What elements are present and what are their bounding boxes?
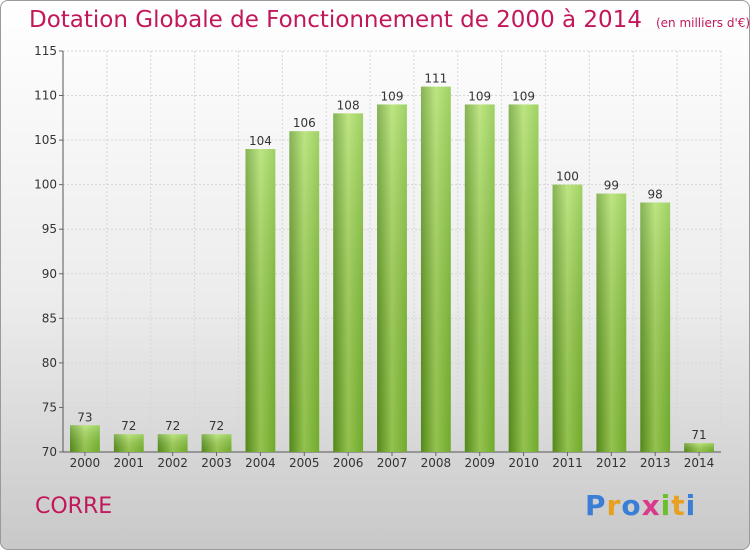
logo-letter: i [685,489,697,522]
y-tick-label: 110 [34,89,57,103]
x-tick-label: 2011 [552,456,583,470]
logo-letter: o [621,489,642,522]
bar-shade [157,434,188,452]
bar-shade [201,434,232,452]
bar-value-label: 98 [648,187,663,201]
bar-value-label: 109 [512,89,535,103]
y-tick-label: 105 [34,133,57,147]
x-tick-label: 2010 [508,456,539,470]
x-tick-label: 2009 [464,456,495,470]
bar-shade [113,434,144,452]
x-tick-label: 2004 [245,456,276,470]
title-text: Dotation Globale de Fonctionnement de 20… [29,7,642,33]
bar-value-label: 71 [691,428,706,442]
logo-letter: P [585,489,607,522]
bars: 73 72 72 72 104 106 108 109 111 109 109 100 99 98 71 [70,72,714,453]
bar-shade [245,149,276,452]
bar-shade [377,104,407,452]
place-name: CORRE [35,494,113,519]
logo-letter: i [660,489,672,522]
bar-shade [640,202,671,452]
bar-value-label: 109 [381,89,404,103]
bar-shade [70,425,100,452]
bar-value-label: 72 [165,419,180,433]
bar-shade [289,131,320,452]
bar-shade [684,443,714,452]
logo-letter: r [606,489,622,522]
x-tick-label: 2008 [421,456,452,470]
x-tick-label: 2006 [333,456,364,470]
bar-value-label: 106 [293,116,316,130]
bar-value-label: 108 [337,98,360,112]
bar-value-label: 111 [424,72,447,86]
bar-shade [464,104,495,452]
y-tick-label: 115 [34,44,57,58]
x-tick-label: 2000 [70,456,101,470]
bar-shade [333,113,364,452]
bar-value-label: 72 [121,419,136,433]
y-tick-label: 85 [42,311,57,325]
bar-shade [552,184,583,452]
units-label: (en milliers d'€) [655,16,750,30]
bar-value-label: 104 [249,134,272,148]
bar-value-label: 73 [77,410,92,424]
bar-shade [420,86,451,453]
x-tick-label: 2002 [157,456,188,470]
x-tick-label: 2012 [596,456,627,470]
bar-value-label: 109 [468,89,491,103]
x-tick-label: 2003 [201,456,232,470]
y-tick-label: 75 [42,400,57,414]
y-tick-label: 90 [42,267,57,281]
y-tick-label: 80 [42,356,57,370]
logo-letter: x [641,489,661,522]
bar-value-label: 72 [209,419,224,433]
bar-shade [508,104,539,452]
proxiti-logo[interactable]: Proxiti [585,489,696,522]
x-tick-label: 2001 [114,456,145,470]
logo-letter: t [671,489,686,522]
x-tick-label: 2014 [684,456,715,470]
y-tick-label: 95 [42,222,57,236]
x-tick-label: 2013 [640,456,671,470]
y-tick-label: 70 [42,445,57,459]
bar-shade [596,193,627,453]
x-tick-label: 2007 [377,456,408,470]
y-tick-label: 100 [34,178,57,192]
chart-title: Dotation Globale de Fonctionnement de 20… [29,7,750,33]
x-tick-label: 2005 [289,456,320,470]
bar-value-label: 99 [604,179,619,193]
bar-value-label: 100 [556,170,579,184]
axes: 70 75 80 85 90 95 100 105 110 115 2000 2001 2002 2003… [34,44,721,470]
